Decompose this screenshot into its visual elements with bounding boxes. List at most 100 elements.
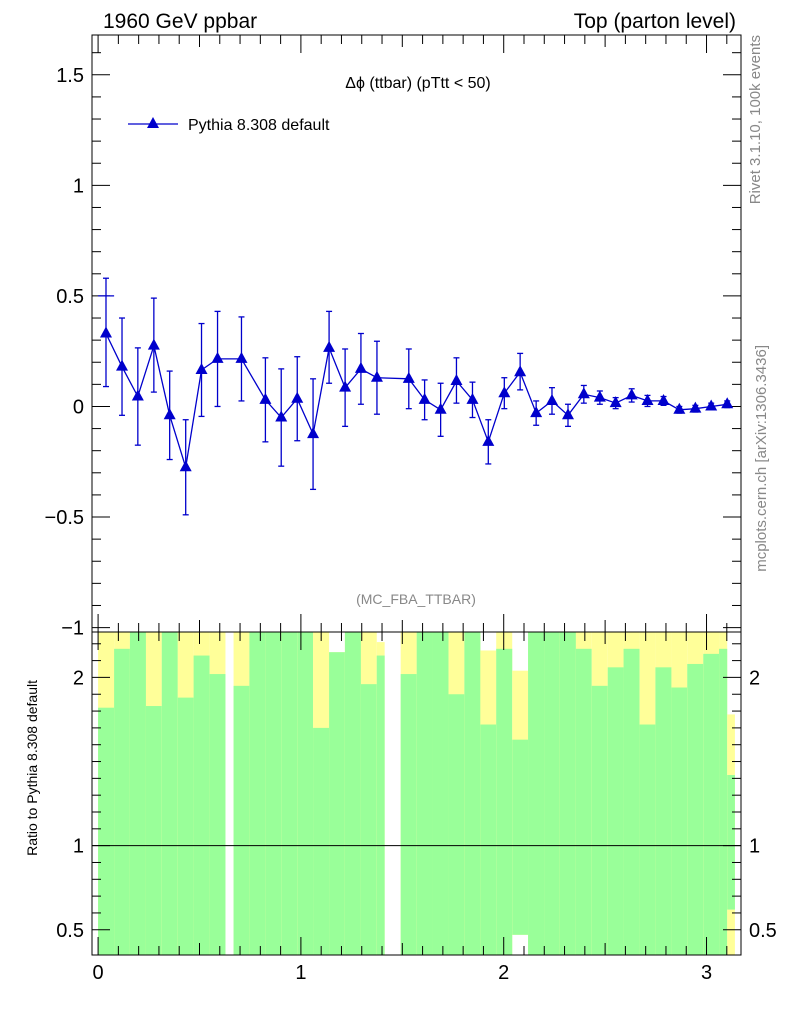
ratio-inner-band-1	[114, 648, 130, 955]
data-point-5	[179, 460, 192, 472]
ratio-inner-band-12	[297, 632, 314, 955]
data-point-19	[434, 402, 447, 414]
ratio-inner-band-29	[575, 648, 592, 955]
ratio-ytick-label-left-1: 1	[73, 836, 84, 858]
data-point-1	[116, 359, 129, 371]
legend: Pythia 8.308 default	[128, 117, 330, 134]
data-point-3	[147, 338, 160, 350]
data-point-26	[545, 393, 558, 405]
data-point-37	[721, 397, 734, 409]
data-point-29	[593, 390, 606, 402]
legend-marker	[147, 117, 159, 128]
data-point-6	[195, 362, 208, 374]
ratio-xtick-label-0: 0	[93, 962, 104, 984]
ratio-y-axis-label: Ratio to Pythia 8.308 default	[24, 680, 40, 856]
ratio-xtick-label-1: 1	[295, 962, 306, 984]
data-point-12	[307, 427, 320, 439]
main-plot: −1 −0.5 0 0.5 1 1.5	[45, 34, 742, 640]
ratio-inner-band-3	[145, 706, 162, 955]
data-point-30	[609, 396, 622, 408]
ratio-inner-band-19	[416, 632, 433, 955]
data-point-25	[530, 406, 543, 418]
main-plot-title: Δϕ (ttbar) (pTtt < 50)	[345, 75, 490, 92]
ratio-inner-band-18	[400, 674, 417, 955]
data-point-0	[99, 326, 112, 338]
data-point-17	[402, 371, 415, 383]
ratio-inner-band-26	[528, 632, 545, 955]
ratio-inner-band-25	[512, 739, 529, 935]
data-point-2	[131, 389, 144, 401]
ratio-inner-band-15	[344, 632, 361, 955]
watermark-label: (MC_FBA_TTBAR)	[356, 591, 476, 607]
data-point-27	[562, 408, 575, 420]
ratio-inner-band-28	[559, 632, 576, 955]
data-point-36	[705, 399, 718, 411]
ratio-plot-frame	[91, 631, 742, 956]
rivet-side-label: Rivet 3.1.10, 100k events	[747, 35, 764, 204]
ratio-inner-band-9	[249, 632, 266, 955]
data-point-21	[466, 392, 479, 404]
data-point-24	[514, 365, 527, 377]
ratio-inner-band-30	[591, 685, 608, 955]
main-ytick-label-1: −0.5	[45, 507, 84, 529]
ratio-inner-band-21	[448, 694, 465, 955]
legend-series-label: Pythia 8.308 default	[188, 117, 330, 134]
ratio-inner-band-38	[719, 648, 728, 955]
data-point-9	[259, 392, 272, 404]
ratio-inner-band-7	[209, 674, 226, 955]
series-line	[105, 333, 728, 468]
data-point-22	[482, 434, 495, 446]
ratio-xtick-label-2: 2	[498, 962, 509, 984]
main-ytick-label-0: −1	[61, 618, 84, 640]
ratio-inner-band-36	[687, 663, 704, 955]
ratio-inner-band-4	[161, 632, 178, 955]
ratio-inner-band-31	[607, 667, 624, 955]
main-ytick-label-4: 1	[73, 175, 84, 197]
data-point-35	[689, 401, 702, 413]
ratio-ytick-label-left-0: 0.5	[56, 920, 84, 942]
ratio-inner-band-8	[233, 685, 250, 955]
ratio-inner-band-27	[544, 632, 560, 955]
ratio-ytick-label-right-1: 1	[749, 836, 760, 858]
ratio-inner-band-10	[265, 632, 282, 955]
ratio-ytick-label-right-0: 0.5	[749, 920, 777, 942]
data-point-13	[323, 340, 336, 352]
main-ytick-label-2: 0	[73, 396, 84, 418]
ratio-inner-band-17	[376, 655, 385, 955]
ratio-inner-band-11	[281, 632, 298, 955]
ratio-inner-band-33	[639, 724, 656, 955]
ratio-inner-band-14	[329, 652, 345, 955]
ratio-inner-band-0	[98, 707, 115, 955]
ratio-inner-band-37	[703, 653, 720, 955]
ratio-inner-band-22	[464, 632, 481, 955]
ratio-ytick-label-left-2: 2	[73, 667, 84, 689]
data-point-4	[163, 408, 176, 420]
ratio-inner-band-32	[623, 648, 640, 955]
ratio-inner-band-23	[480, 724, 497, 955]
data-point-23	[498, 386, 511, 398]
main-ytick-label-3: 0.5	[56, 286, 84, 308]
data-point-18	[418, 392, 431, 404]
ratio-plot: 0.5 0.5 1 1 2 2 0 1 2 3	[56, 631, 777, 984]
data-point-28	[577, 387, 590, 399]
ratio-inner-band-39	[727, 774, 735, 910]
data-point-33	[657, 393, 670, 405]
ratio-inner-band-20	[432, 632, 449, 955]
data-point-34	[673, 402, 686, 414]
header-right-label: Top (parton level)	[574, 10, 736, 33]
ratio-inner-band-34	[655, 667, 672, 955]
main-ytick-label-5: 1.5	[56, 65, 84, 87]
data-point-16	[370, 370, 383, 382]
ratio-inner-band-13	[313, 727, 330, 955]
data-point-8	[235, 351, 248, 363]
data-point-14	[339, 380, 352, 392]
ratio-xtick-label-3: 3	[701, 962, 712, 984]
ratio-inner-band-16	[360, 684, 377, 955]
data-point-10	[275, 410, 288, 422]
data-point-15	[354, 361, 367, 373]
ratio-ytick-label-right-2: 2	[749, 667, 760, 689]
mcplots-side-label: mcplots.cern.ch [arXiv:1306.3436]	[753, 345, 770, 572]
header-left-label: 1960 GeV ppbar	[103, 10, 257, 33]
data-point-20	[450, 374, 463, 386]
